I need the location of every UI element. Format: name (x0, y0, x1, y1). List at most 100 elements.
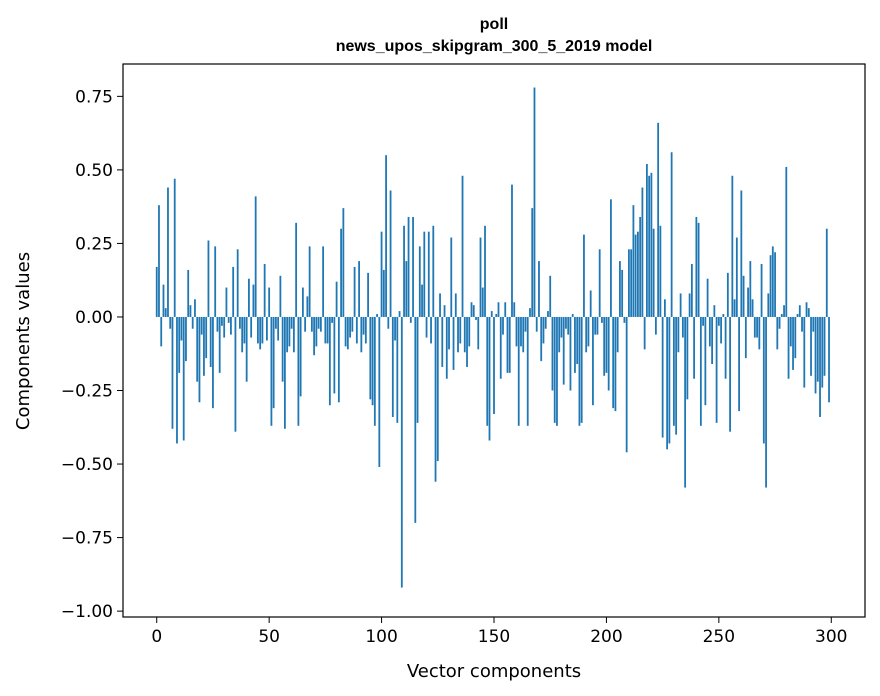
bar (301, 287, 304, 317)
bar (708, 316, 711, 347)
bar (369, 316, 372, 400)
bar (625, 316, 628, 453)
bar (185, 316, 187, 362)
y-tick-label: −0.25 (61, 382, 113, 402)
bar (549, 275, 552, 317)
bar (504, 302, 507, 317)
bar (828, 316, 830, 403)
bar (391, 316, 394, 417)
bar (189, 305, 192, 317)
bar (194, 299, 196, 317)
bar (468, 316, 471, 347)
x-tick-label: 100 (365, 627, 397, 647)
bar (693, 316, 696, 379)
bar (176, 316, 178, 444)
chart-title: poll (480, 16, 508, 33)
bar (535, 316, 538, 332)
bar (263, 264, 266, 317)
bar (441, 316, 444, 367)
bar (765, 316, 767, 488)
bar (324, 316, 327, 344)
bar (596, 316, 599, 335)
bar (720, 316, 722, 344)
bar (225, 287, 228, 317)
bar (605, 316, 608, 373)
bar (400, 316, 403, 588)
bar (610, 199, 612, 317)
bar (722, 314, 725, 317)
bar (261, 316, 264, 344)
bar (538, 261, 540, 317)
bar (684, 316, 687, 488)
bar (533, 87, 536, 317)
bar (319, 316, 322, 332)
bar (167, 187, 169, 317)
bar (342, 208, 345, 317)
bar (742, 275, 745, 317)
bar (364, 316, 367, 344)
bar (542, 316, 545, 344)
bar (580, 316, 583, 423)
bar (493, 316, 495, 415)
bar (634, 234, 637, 317)
bar (652, 228, 655, 317)
bar (526, 316, 529, 426)
bar (760, 264, 763, 317)
bar (515, 316, 518, 347)
bar (216, 316, 219, 332)
bar (288, 316, 291, 347)
bar (427, 231, 430, 317)
bar (367, 272, 369, 317)
bar (425, 316, 428, 338)
bar (796, 314, 799, 317)
bar (672, 316, 675, 426)
bar (475, 316, 477, 320)
bar (439, 293, 441, 317)
bar (353, 266, 356, 317)
bar (668, 316, 671, 444)
bar (729, 316, 731, 432)
bar (310, 316, 313, 332)
bar (448, 316, 450, 350)
bar (295, 222, 298, 317)
bar (706, 278, 709, 317)
bar (569, 316, 572, 391)
y-axis-label: Components values (13, 252, 34, 430)
bar (155, 266, 158, 317)
bar (785, 166, 788, 317)
bar (553, 316, 556, 423)
x-tick-label: 200 (590, 627, 622, 647)
bar (810, 316, 812, 376)
bar (158, 205, 160, 317)
bar (565, 316, 567, 329)
bar (821, 316, 824, 388)
bar (547, 311, 549, 317)
bar (490, 311, 493, 317)
bars-group (155, 87, 830, 588)
bar (484, 225, 486, 317)
bar (641, 187, 644, 317)
bar (445, 316, 448, 379)
bar (304, 316, 307, 332)
bar (567, 316, 570, 335)
bar (409, 316, 412, 323)
y-tick-label: −1.00 (61, 602, 113, 622)
x-axis-label: Vector components (407, 661, 581, 682)
bar (726, 272, 729, 317)
bar (589, 290, 592, 317)
bar (560, 316, 563, 338)
bar (731, 175, 734, 317)
x-tick-label: 150 (478, 627, 510, 647)
bar (825, 228, 828, 317)
bar (443, 305, 446, 317)
y-tick-label: 0.00 (75, 308, 113, 328)
bar (562, 316, 565, 385)
x-tick-label: 300 (815, 627, 847, 647)
bar (463, 316, 466, 353)
bar (623, 316, 626, 323)
bar (434, 316, 437, 482)
bar (738, 316, 740, 412)
bar (497, 302, 500, 317)
bar (477, 316, 480, 350)
